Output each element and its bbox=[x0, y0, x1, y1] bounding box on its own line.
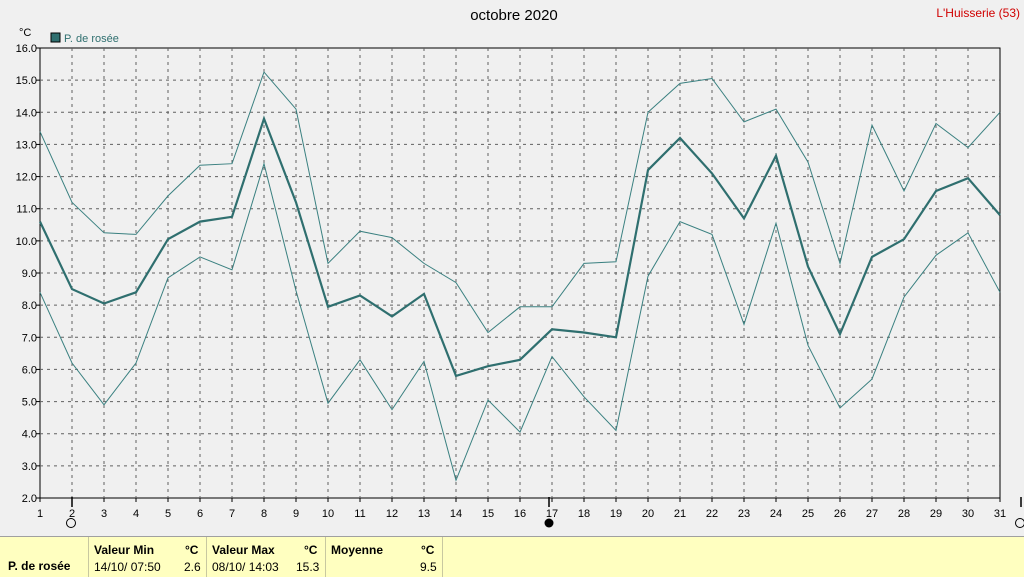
stats-mean-unit: °C bbox=[421, 543, 434, 557]
y-tick-label: 13.0 bbox=[16, 139, 37, 151]
x-tick-label: 25 bbox=[802, 508, 814, 520]
y-tick-label: 2.0 bbox=[22, 493, 37, 505]
y-tick-label: 8.0 bbox=[22, 300, 37, 312]
x-tick-label: 22 bbox=[706, 508, 718, 520]
marker-hollow-circle bbox=[1016, 519, 1024, 528]
stats-panel: P. de rosée Valeur Min °C 14/10/ 07:50 2… bbox=[0, 536, 1024, 577]
y-tick-label: 12.0 bbox=[16, 172, 37, 184]
x-tick-label: 28 bbox=[898, 508, 910, 520]
y-tick-label: 16.0 bbox=[16, 43, 37, 55]
x-tick-label: 3 bbox=[101, 508, 107, 520]
stats-min-header: Valeur Min bbox=[94, 543, 154, 557]
stats-mean-header: Moyenne bbox=[331, 543, 383, 557]
stats-mean-column: Moyenne °C 9.5 bbox=[325, 537, 443, 577]
x-tick-label: 7 bbox=[229, 508, 235, 520]
x-tick-label: 18 bbox=[578, 508, 590, 520]
stats-mean-value: 9.5 bbox=[420, 560, 437, 574]
y-tick-label: 11.0 bbox=[16, 204, 37, 216]
marker-filled-circle bbox=[545, 519, 554, 528]
x-tick-label: 20 bbox=[642, 508, 654, 520]
y-tick-label: 5.0 bbox=[22, 397, 37, 409]
x-tick-label: 16 bbox=[514, 508, 526, 520]
dewpoint-chart: octobre 2020 L'Huisserie (53) °C P. de r… bbox=[0, 0, 1024, 536]
x-tick-label: 17 bbox=[546, 508, 558, 520]
x-tick-label: 31 bbox=[994, 508, 1006, 520]
y-tick-label: 15.0 bbox=[16, 75, 37, 87]
x-tick-label: 13 bbox=[418, 508, 430, 520]
y-tick-label: 4.0 bbox=[22, 429, 37, 441]
x-tick-label: 21 bbox=[674, 508, 686, 520]
chart-title: octobre 2020 bbox=[470, 7, 558, 24]
x-tick-label: 30 bbox=[962, 508, 974, 520]
x-tick-label: 23 bbox=[738, 508, 750, 520]
y-tick-label: 6.0 bbox=[22, 364, 37, 376]
stats-max-header: Valeur Max bbox=[212, 543, 275, 557]
x-tick-label: 12 bbox=[386, 508, 398, 520]
y-tick-label: 3.0 bbox=[22, 461, 37, 473]
y-tick-label: 10.0 bbox=[16, 236, 37, 248]
stats-max-column: Valeur Max °C 08/10/ 14:03 15.3 bbox=[206, 537, 325, 577]
x-tick-label: 15 bbox=[482, 508, 494, 520]
x-tick-label: 26 bbox=[834, 508, 846, 520]
x-tick-label: 4 bbox=[133, 508, 139, 520]
x-tick-label: 1 bbox=[37, 508, 43, 520]
x-tick-label: 9 bbox=[293, 508, 299, 520]
x-tick-label: 5 bbox=[165, 508, 171, 520]
stats-min-column: Valeur Min °C 14/10/ 07:50 2.6 bbox=[88, 537, 206, 577]
x-tick-label: 11 bbox=[354, 508, 365, 520]
stats-min-value: 2.6 bbox=[184, 560, 201, 574]
stats-row-label: P. de rosée bbox=[8, 559, 70, 573]
x-tick-label: 6 bbox=[197, 508, 203, 520]
stats-min-unit: °C bbox=[185, 543, 198, 557]
legend: P. de rosée bbox=[51, 33, 119, 45]
y-tick-label: 9.0 bbox=[22, 268, 37, 280]
y-tick-label: 7.0 bbox=[22, 332, 37, 344]
y-axis-unit: °C bbox=[19, 27, 31, 39]
x-tick-label: 14 bbox=[450, 508, 462, 520]
x-tick-label: 24 bbox=[770, 508, 782, 520]
legend-swatch bbox=[51, 33, 60, 42]
x-tick-label: 8 bbox=[261, 508, 267, 520]
x-tick-label: 19 bbox=[610, 508, 622, 520]
x-tick-label: 27 bbox=[866, 508, 878, 520]
marker-hollow-circle bbox=[67, 519, 76, 528]
y-tick-label: 14.0 bbox=[16, 107, 37, 119]
station-name: L'Huisserie (53) bbox=[936, 6, 1020, 20]
y-axis-ticks: 2.0 3.0 4.0 5.0 6.0 7.0 8.0 9.0 10.0 11.0 12.0 13.0… bbox=[16, 43, 40, 505]
stats-max-date: 08/10/ 14:03 bbox=[212, 560, 279, 574]
x-tick-label: 29 bbox=[930, 508, 942, 520]
stats-min-date: 14/10/ 07:50 bbox=[94, 560, 161, 574]
legend-label: P. de rosée bbox=[64, 33, 119, 45]
x-tick-label: 10 bbox=[322, 508, 334, 520]
stats-max-value: 15.3 bbox=[296, 560, 319, 574]
stats-max-unit: °C bbox=[304, 543, 317, 557]
